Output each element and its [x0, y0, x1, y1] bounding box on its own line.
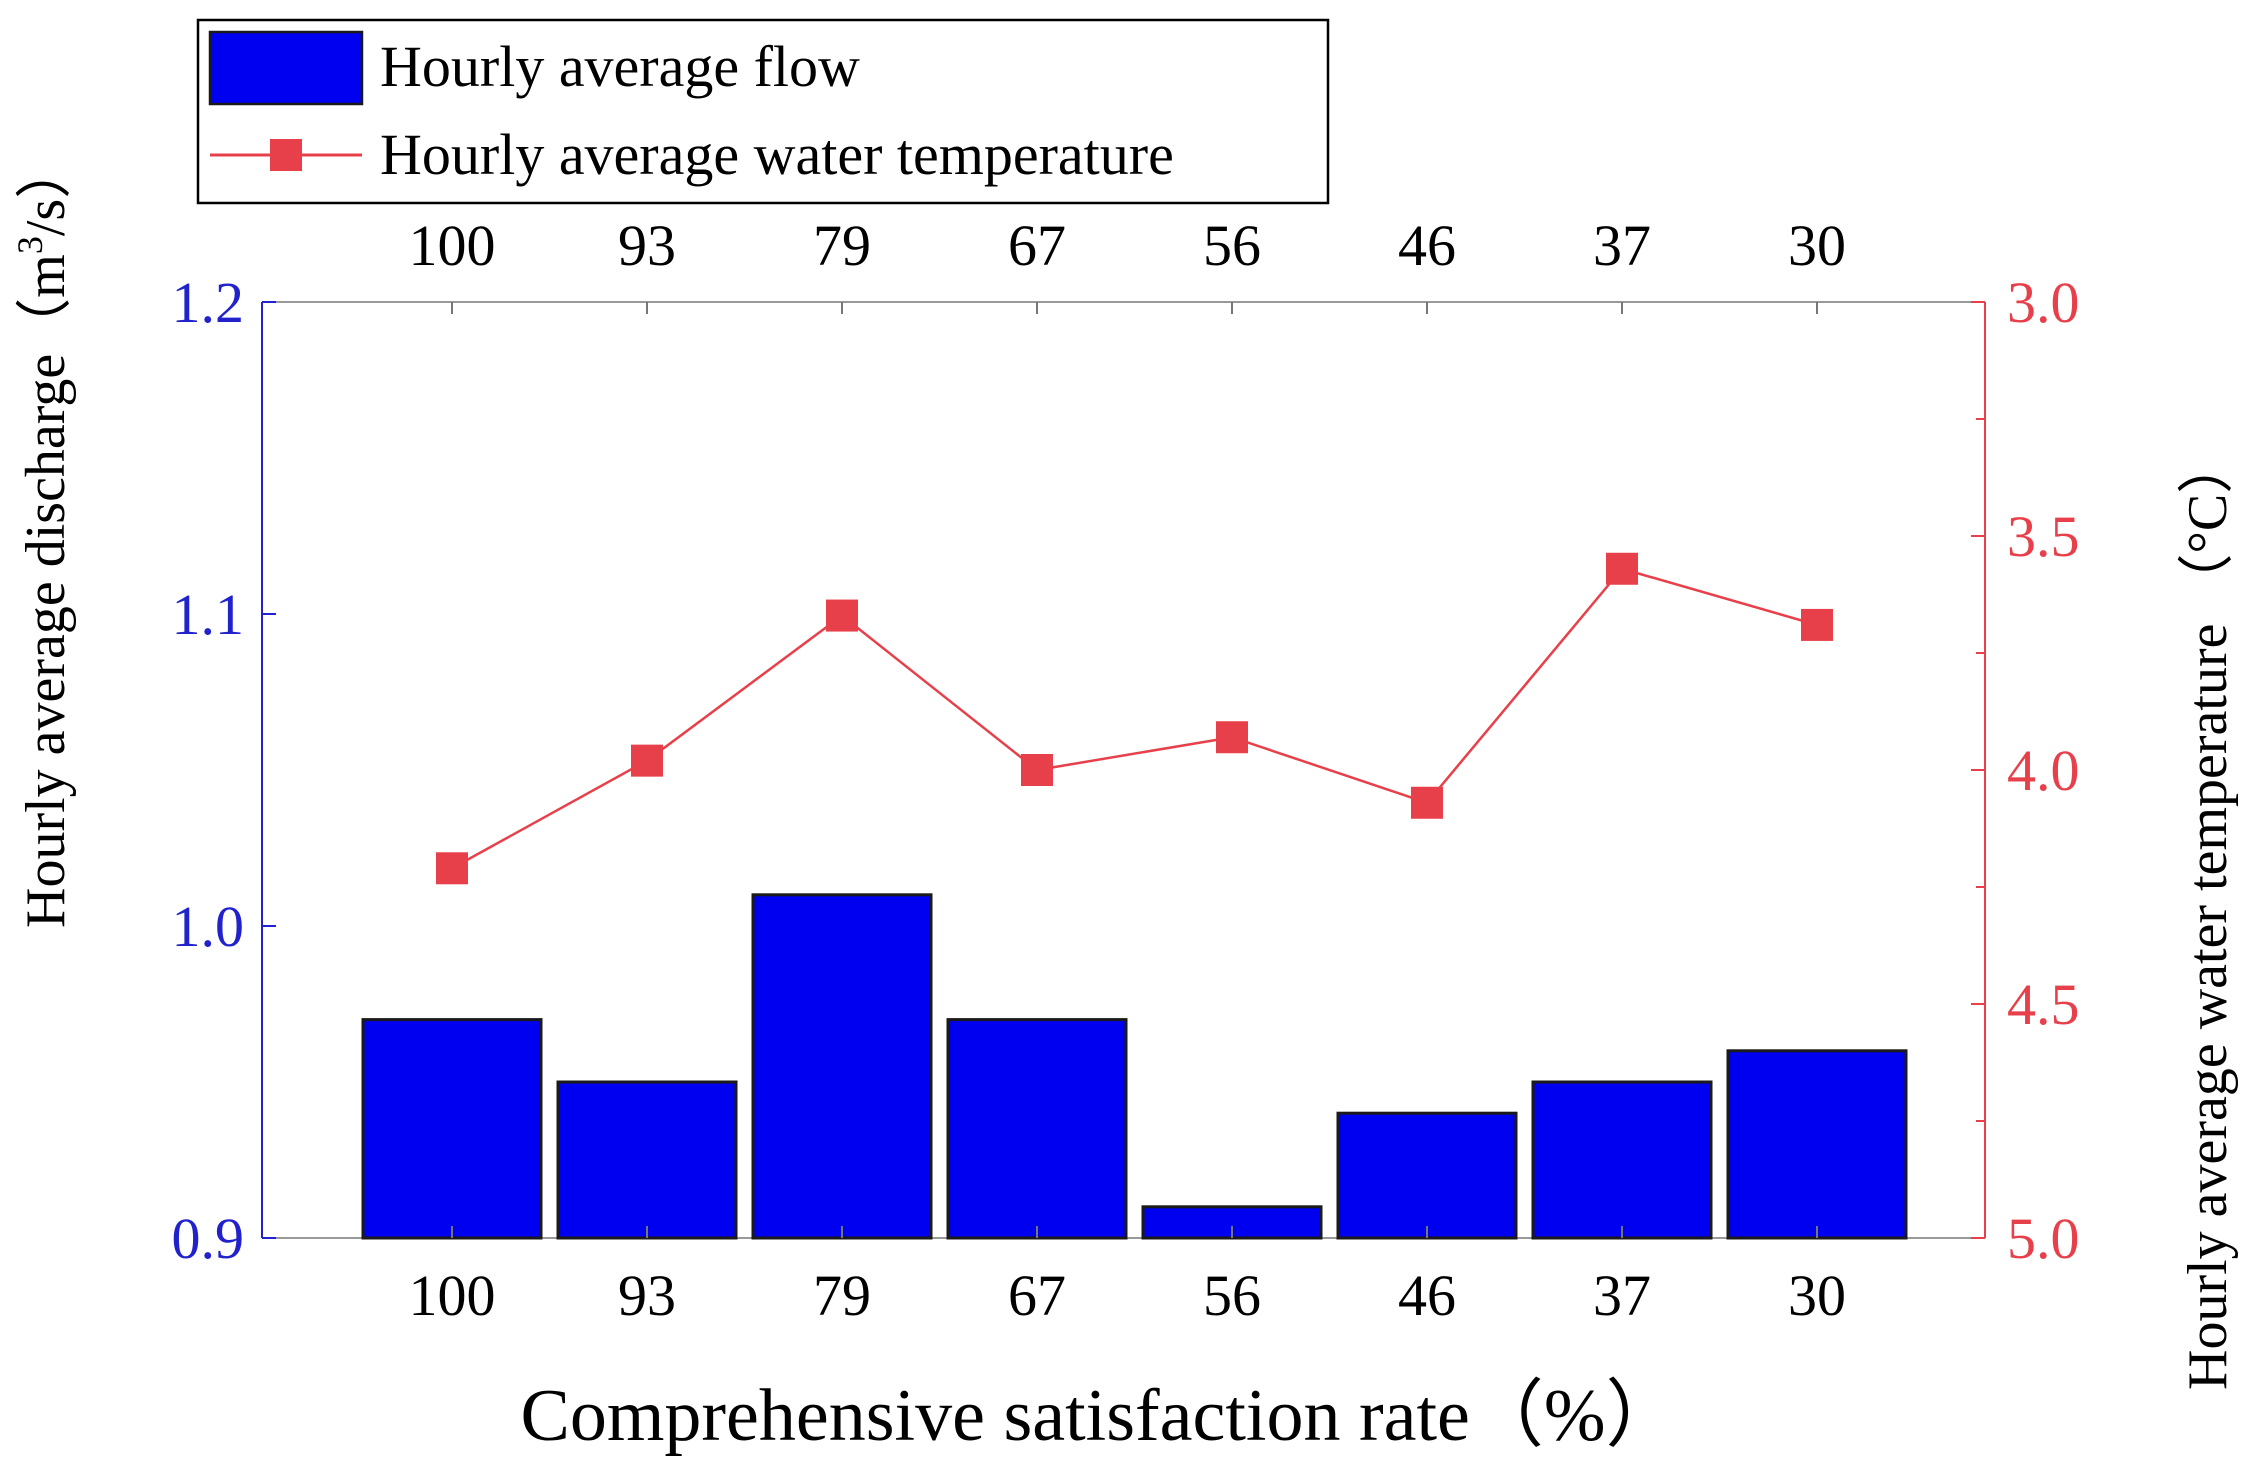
bar-100 [361, 1018, 543, 1240]
x-top-tick-label-79: 79 [813, 213, 871, 278]
legend-label-flow: Hourly average flow [380, 34, 860, 99]
x-axis-label: Comprehensive satisfaction rate（%） [521, 1375, 1680, 1457]
y-left-label-main: Hourly average discharge（m [15, 254, 77, 928]
temperature-marker-56 [1216, 721, 1248, 754]
line-series [436, 552, 1833, 885]
x-top-tick-label-56: 56 [1203, 213, 1261, 278]
temperature-marker-37 [1606, 552, 1638, 585]
legend: Hourly average flow Hourly average water… [196, 18, 1330, 205]
temperature-marker-67 [1021, 754, 1053, 786]
x-bottom-tick-label-37: 37 [1593, 1263, 1651, 1328]
x-top-tick-label-93: 93 [618, 213, 676, 278]
x-bottom-tick-label-30: 30 [1788, 1263, 1846, 1328]
y-right-tick-label-4.0: 4.0 [2007, 738, 2080, 803]
bar-series [361, 893, 1908, 1240]
x-top-tick-label-46: 46 [1398, 213, 1456, 278]
bar-93 [556, 1080, 738, 1240]
x-top-tick-label-37: 37 [1593, 213, 1651, 278]
x-top-tick-label-100: 100 [409, 213, 496, 278]
y-left-tick-label-1.1: 1.1 [172, 582, 245, 647]
bar-37 [1531, 1080, 1713, 1240]
temperature-marker-30 [1801, 608, 1833, 641]
x-bottom-tick-label-46: 46 [1398, 1263, 1456, 1328]
temperature-line [451, 567, 1818, 870]
y-right-tick-label-3.5: 3.5 [2007, 504, 2080, 569]
bar-67 [946, 1018, 1128, 1240]
axis-ticks: 100 100 93 93 79 79 67 67 56 56 46 46 37 37 30 30 0.9 1.0… [172, 213, 2080, 1328]
y-left-tick-label-0.9: 0.9 [172, 1206, 245, 1271]
legend-box [196, 18, 1330, 205]
y-left-axis-label: Hourly average discharge（m3/s） [10, 143, 77, 928]
x-top-tick-label-30: 30 [1788, 213, 1846, 278]
y-left-tick-label-1.2: 1.2 [172, 270, 245, 335]
bar-30 [1726, 1049, 1908, 1240]
bar-46 [1336, 1111, 1518, 1240]
legend-bar-swatch [208, 30, 364, 106]
x-bottom-tick-label-100: 100 [409, 1263, 496, 1328]
temperature-marker-79 [826, 599, 858, 632]
y-left-label-sup: 3 [10, 236, 50, 254]
x-bottom-tick-label-56: 56 [1203, 1263, 1261, 1328]
y-left-tick-label-1.0: 1.0 [172, 894, 245, 959]
legend-label-temperature: Hourly average water temperature [380, 122, 1174, 187]
y-left-label-end: /s） [15, 143, 77, 236]
y-right-tick-label-5.0: 5.0 [2007, 1206, 2080, 1271]
legend-marker-swatch [270, 139, 302, 171]
temperature-marker-100 [436, 852, 468, 885]
x-bottom-tick-label-67: 67 [1008, 1263, 1066, 1328]
temperature-marker-93 [631, 744, 663, 777]
x-top-tick-label-67: 67 [1008, 213, 1066, 278]
bar-79 [751, 893, 933, 1240]
x-bottom-tick-label-79: 79 [813, 1263, 871, 1328]
y-right-tick-label-3.0: 3.0 [2007, 270, 2080, 335]
y-right-axis-label: Hourly average water temperature （°C） [2177, 438, 2239, 1390]
y-right-tick-label-4.5: 4.5 [2007, 972, 2080, 1037]
x-bottom-tick-label-93: 93 [618, 1263, 676, 1328]
temperature-marker-46 [1411, 786, 1443, 819]
